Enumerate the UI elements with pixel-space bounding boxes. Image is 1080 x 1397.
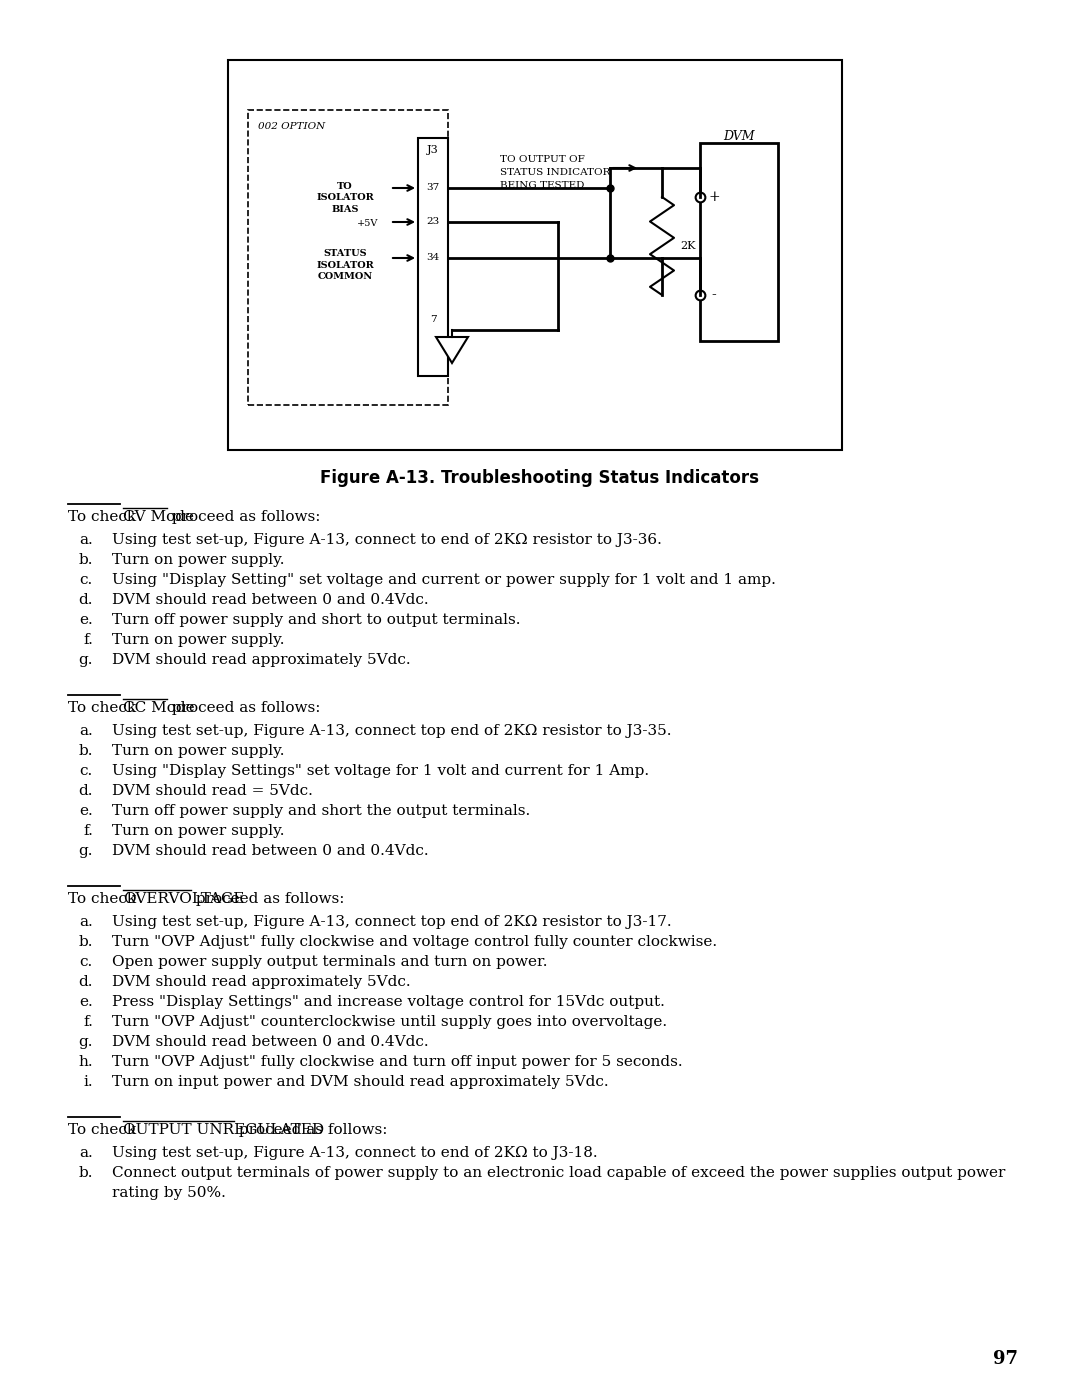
Text: a.: a. <box>79 534 93 548</box>
Text: e.: e. <box>79 613 93 627</box>
Text: b.: b. <box>79 745 93 759</box>
Text: f.: f. <box>83 824 93 838</box>
Text: rating by 50%.: rating by 50%. <box>112 1186 226 1200</box>
Text: Turn on power supply.: Turn on power supply. <box>112 633 284 647</box>
Text: b.: b. <box>79 553 93 567</box>
Text: 23: 23 <box>427 218 440 226</box>
Bar <box>700 142 778 341</box>
Text: +: + <box>708 190 719 204</box>
Text: STATUS INDICATOR: STATUS INDICATOR <box>500 168 610 177</box>
Text: DVM: DVM <box>724 130 755 142</box>
Text: OUTPUT UNREGULATED: OUTPUT UNREGULATED <box>123 1123 325 1137</box>
Text: CV Mode: CV Mode <box>123 510 194 524</box>
Text: a.: a. <box>79 724 93 738</box>
Text: Using "Display Settings" set voltage for 1 volt and current for 1 Amp.: Using "Display Settings" set voltage for… <box>112 764 649 778</box>
Text: BEING TESTED: BEING TESTED <box>500 182 584 190</box>
Polygon shape <box>436 337 468 363</box>
Text: e.: e. <box>79 995 93 1009</box>
Text: c.: c. <box>80 764 93 778</box>
Text: Turn on input power and DVM should read approximately 5Vdc.: Turn on input power and DVM should read … <box>112 1076 609 1090</box>
Text: g.: g. <box>79 844 93 858</box>
Text: Connect output terminals of power supply to an electronic load capable of exceed: Connect output terminals of power supply… <box>112 1166 1005 1180</box>
Text: Figure A-13. Troubleshooting Status Indicators: Figure A-13. Troubleshooting Status Indi… <box>321 469 759 488</box>
Text: OVERVOLTAGE: OVERVOLTAGE <box>123 893 245 907</box>
Text: Using test set-up, Figure A-13, connect to end of 2KΩ resistor to J3-36.: Using test set-up, Figure A-13, connect … <box>112 534 662 548</box>
Text: a.: a. <box>79 1146 93 1160</box>
Text: DVM should read approximately 5Vdc.: DVM should read approximately 5Vdc. <box>112 652 410 666</box>
Text: DVM should read between 0 and 0.4Vdc.: DVM should read between 0 and 0.4Vdc. <box>112 592 429 608</box>
Text: -: - <box>712 288 716 302</box>
Text: TO
ISOLATOR
BIAS: TO ISOLATOR BIAS <box>316 183 374 214</box>
Text: proceed as follows:: proceed as follows: <box>234 1123 388 1137</box>
Text: Turn "OVP Adjust" fully clockwise and voltage control fully counter clockwise.: Turn "OVP Adjust" fully clockwise and vo… <box>112 935 717 949</box>
Text: d.: d. <box>79 784 93 798</box>
Text: proceed as follows:: proceed as follows: <box>191 893 345 907</box>
Text: 97: 97 <box>993 1350 1018 1368</box>
Text: Turn off power supply and short the output terminals.: Turn off power supply and short the outp… <box>112 805 530 819</box>
Text: 34: 34 <box>427 253 440 263</box>
Text: Using test set-up, Figure A-13, connect to end of 2KΩ to J3-18.: Using test set-up, Figure A-13, connect … <box>112 1146 597 1160</box>
Text: Turn off power supply and short to output terminals.: Turn off power supply and short to outpu… <box>112 613 521 627</box>
Text: DVM should read between 0 and 0.4Vdc.: DVM should read between 0 and 0.4Vdc. <box>112 1035 429 1049</box>
Text: 7: 7 <box>430 316 436 324</box>
Text: c.: c. <box>80 573 93 587</box>
Text: Turn on power supply.: Turn on power supply. <box>112 745 284 759</box>
Text: f.: f. <box>83 1016 93 1030</box>
Text: To check: To check <box>68 701 141 715</box>
Text: f.: f. <box>83 633 93 647</box>
Text: proceed as follows:: proceed as follows: <box>166 701 320 715</box>
Text: TO OUTPUT OF: TO OUTPUT OF <box>500 155 584 163</box>
Text: h.: h. <box>79 1055 93 1069</box>
Text: DVM should read approximately 5Vdc.: DVM should read approximately 5Vdc. <box>112 975 410 989</box>
Text: e.: e. <box>79 805 93 819</box>
Text: J3: J3 <box>427 145 438 155</box>
Text: +5V: +5V <box>356 219 378 229</box>
Text: To check: To check <box>68 893 141 907</box>
Text: Using "Display Setting" set voltage and current or power supply for 1 volt and 1: Using "Display Setting" set voltage and … <box>112 573 775 587</box>
Bar <box>248 110 448 405</box>
Text: DVM should read between 0 and 0.4Vdc.: DVM should read between 0 and 0.4Vdc. <box>112 844 429 858</box>
Text: To check: To check <box>68 1123 141 1137</box>
Text: c.: c. <box>80 956 93 970</box>
Text: b.: b. <box>79 1166 93 1180</box>
Text: STATUS
ISOLATOR
COMMON: STATUS ISOLATOR COMMON <box>316 250 374 281</box>
Text: Open power supply output terminals and turn on power.: Open power supply output terminals and t… <box>112 956 548 970</box>
Text: To check: To check <box>68 510 141 524</box>
Bar <box>418 138 448 376</box>
Text: a.: a. <box>79 915 93 929</box>
Text: g.: g. <box>79 652 93 666</box>
Text: DVM should read = 5Vdc.: DVM should read = 5Vdc. <box>112 784 313 798</box>
Text: proceed as follows:: proceed as follows: <box>166 510 320 524</box>
Text: CC Mode: CC Mode <box>123 701 195 715</box>
Text: b.: b. <box>79 935 93 949</box>
Text: i.: i. <box>83 1076 93 1090</box>
Text: Turn "OVP Adjust" fully clockwise and turn off input power for 5 seconds.: Turn "OVP Adjust" fully clockwise and tu… <box>112 1055 683 1069</box>
Text: d.: d. <box>79 592 93 608</box>
Text: 2K: 2K <box>680 242 696 251</box>
Text: Turn on power supply.: Turn on power supply. <box>112 824 284 838</box>
Text: Using test set-up, Figure A-13, connect top end of 2KΩ resistor to J3-17.: Using test set-up, Figure A-13, connect … <box>112 915 672 929</box>
Text: Press "Display Settings" and increase voltage control for 15Vdc output.: Press "Display Settings" and increase vo… <box>112 995 665 1009</box>
Text: 002 OPTION: 002 OPTION <box>258 122 325 131</box>
Text: Turn "OVP Adjust" counterclockwise until supply goes into overvoltage.: Turn "OVP Adjust" counterclockwise until… <box>112 1016 667 1030</box>
Bar <box>228 60 842 450</box>
Text: 37: 37 <box>427 183 440 193</box>
Text: Using test set-up, Figure A-13, connect top end of 2KΩ resistor to J3-35.: Using test set-up, Figure A-13, connect … <box>112 724 672 738</box>
Text: d.: d. <box>79 975 93 989</box>
Text: Turn on power supply.: Turn on power supply. <box>112 553 284 567</box>
Text: g.: g. <box>79 1035 93 1049</box>
